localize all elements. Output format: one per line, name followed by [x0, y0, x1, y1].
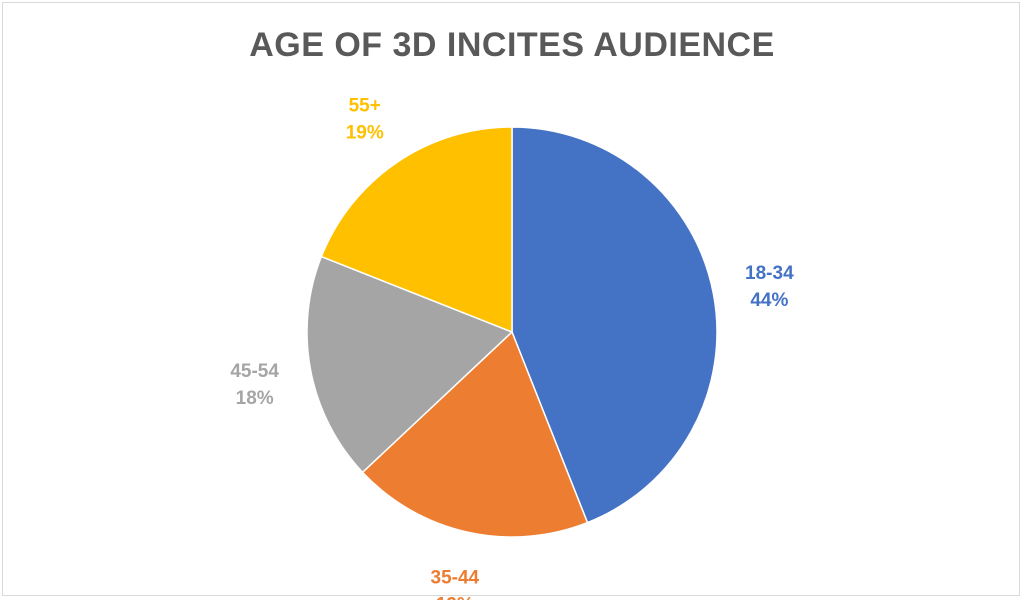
slice-label-45-54: 45-54 18%	[230, 361, 279, 409]
pie-slice-45-54	[306, 255, 514, 474]
pie-slices	[306, 126, 718, 538]
chart-title: AGE OF 3D INCITES AUDIENCE	[249, 26, 775, 64]
slice-value-label: 19%	[436, 595, 474, 600]
slice-category-label: 55+	[349, 95, 381, 116]
slice-label-55+: 55+ 19%	[346, 95, 384, 143]
slice-label-35-44: 35-44 19%	[431, 568, 480, 600]
slice-label-18-34: 18-34 44%	[745, 263, 794, 311]
slice-value-label: 18%	[236, 388, 274, 409]
pie-slice-18-34	[511, 126, 718, 524]
slice-category-label: 35-44	[431, 568, 480, 589]
slice-value-label: 44%	[750, 290, 788, 311]
pie-slice-35-44	[361, 330, 589, 538]
slice-category-label: 18-34	[745, 263, 794, 284]
slice-value-label: 19%	[346, 122, 384, 143]
pie-slice-55+	[320, 126, 513, 334]
slice-category-label: 45-54	[230, 361, 279, 382]
